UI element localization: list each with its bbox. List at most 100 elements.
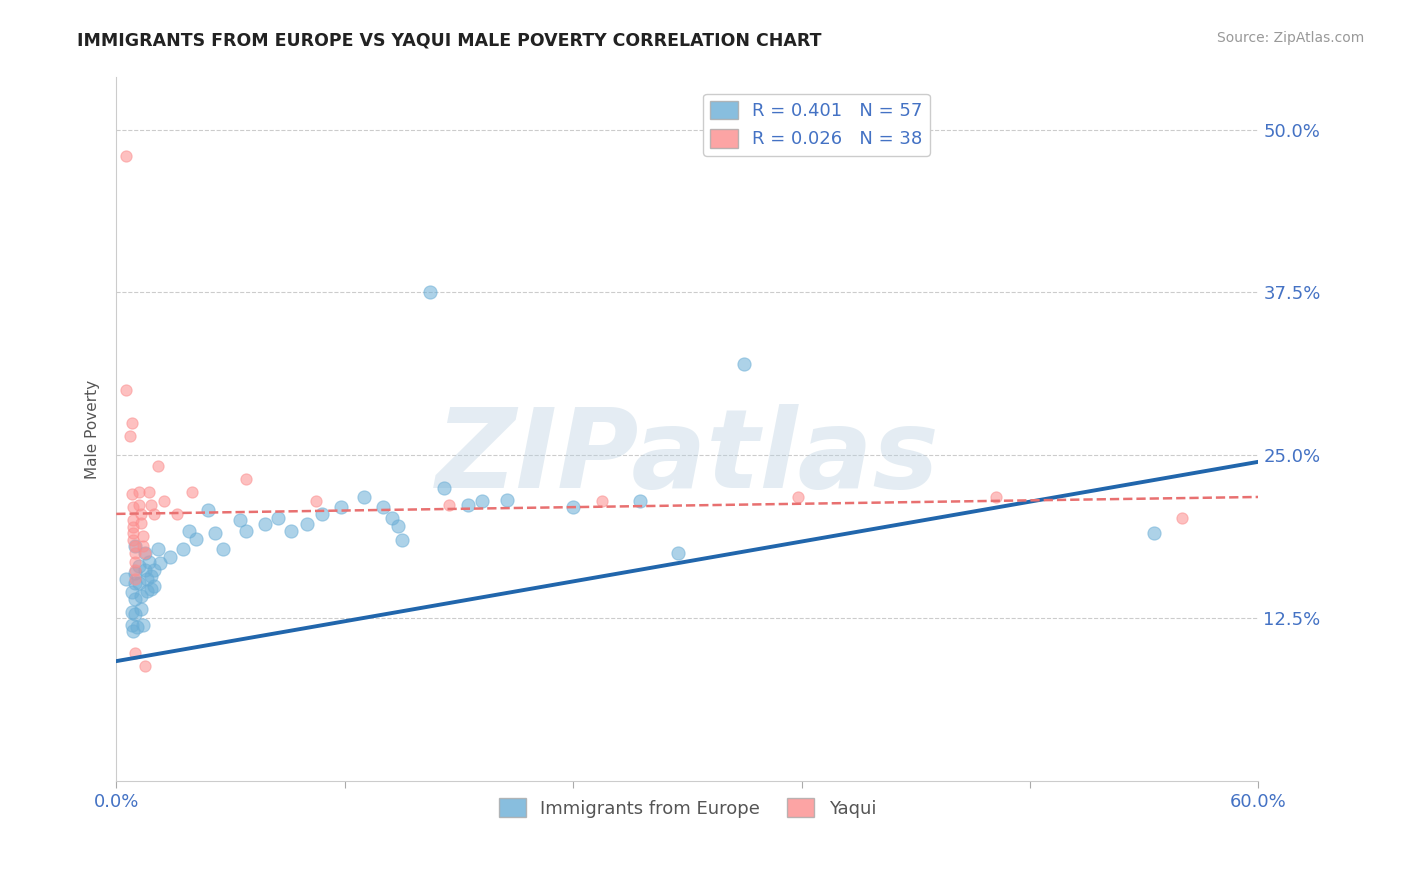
Point (127, 620, 149, 634)
Point (139, 498, 162, 512)
Y-axis label: Male Poverty: Male Poverty (86, 380, 100, 479)
Point (146, 458, 169, 473)
Point (114, 148, 136, 162)
Point (786, 490, 808, 504)
Point (122, 533, 145, 547)
Point (457, 498, 479, 512)
Point (124, 576, 146, 591)
Point (387, 518, 409, 533)
Point (129, 516, 152, 530)
Point (181, 484, 204, 499)
Point (235, 472, 257, 486)
Point (143, 578, 166, 592)
Point (124, 540, 146, 554)
Point (471, 494, 494, 508)
Text: IMMIGRANTS FROM EUROPE VS YAQUI MALE POVERTY CORRELATION CHART: IMMIGRANTS FROM EUROPE VS YAQUI MALE POV… (77, 31, 823, 49)
Point (143, 507, 166, 521)
Point (128, 576, 150, 591)
Point (419, 285, 441, 300)
Point (121, 487, 143, 501)
Point (114, 572, 136, 586)
Point (381, 511, 404, 525)
Point (235, 524, 257, 538)
Point (138, 555, 160, 569)
Text: ZIPatlas: ZIPatlas (436, 404, 939, 511)
Point (134, 546, 156, 560)
Point (128, 484, 150, 499)
Point (121, 605, 143, 619)
Point (132, 540, 155, 554)
Point (132, 617, 155, 632)
Point (591, 494, 613, 508)
Point (253, 517, 276, 532)
Point (128, 559, 150, 574)
Point (172, 542, 194, 557)
Point (138, 484, 160, 499)
Point (122, 624, 145, 639)
Point (197, 503, 219, 517)
Point (495, 492, 517, 507)
Point (122, 500, 145, 515)
Point (186, 532, 208, 546)
Point (122, 513, 145, 527)
Point (134, 546, 156, 560)
Point (134, 659, 156, 673)
Point (124, 572, 146, 586)
Point (124, 555, 146, 569)
Point (1143, 526, 1166, 541)
Point (114, 383, 136, 397)
Point (177, 524, 200, 538)
Point (132, 529, 155, 543)
Point (143, 563, 166, 577)
Point (371, 500, 394, 515)
Point (124, 591, 146, 606)
Point (984, 490, 1007, 504)
Point (124, 646, 146, 660)
Point (280, 524, 302, 538)
Point (124, 563, 146, 577)
Point (159, 549, 181, 564)
Point (267, 511, 290, 525)
Point (135, 572, 157, 586)
Point (135, 583, 157, 598)
Point (139, 582, 162, 597)
Point (311, 507, 333, 521)
Point (124, 540, 146, 554)
Point (124, 546, 146, 560)
Point (166, 507, 188, 521)
Point (204, 526, 226, 541)
Point (329, 500, 352, 515)
Point (666, 546, 689, 560)
Point (134, 563, 156, 577)
Point (129, 589, 152, 603)
Point (353, 490, 375, 504)
Point (118, 428, 141, 442)
Point (122, 520, 145, 534)
Point (146, 542, 169, 557)
Point (124, 607, 146, 622)
Point (305, 494, 328, 508)
Point (433, 481, 456, 495)
Point (129, 602, 152, 616)
Point (139, 569, 162, 583)
Text: Source: ZipAtlas.com: Source: ZipAtlas.com (1216, 31, 1364, 45)
Point (1171, 511, 1194, 525)
Point (439, 498, 461, 512)
Point (229, 513, 252, 527)
Legend: Immigrants from Europe, Yaqui: Immigrants from Europe, Yaqui (491, 791, 883, 825)
Point (628, 494, 651, 508)
Point (129, 507, 152, 521)
Point (121, 617, 143, 632)
Point (128, 498, 150, 512)
Point (734, 357, 756, 371)
Point (562, 500, 585, 515)
Point (153, 494, 176, 508)
Point (124, 566, 146, 580)
Point (149, 557, 172, 571)
Point (122, 526, 145, 541)
Point (121, 416, 143, 430)
Point (295, 517, 318, 532)
Point (391, 533, 413, 547)
Point (121, 585, 143, 599)
Point (212, 542, 235, 557)
